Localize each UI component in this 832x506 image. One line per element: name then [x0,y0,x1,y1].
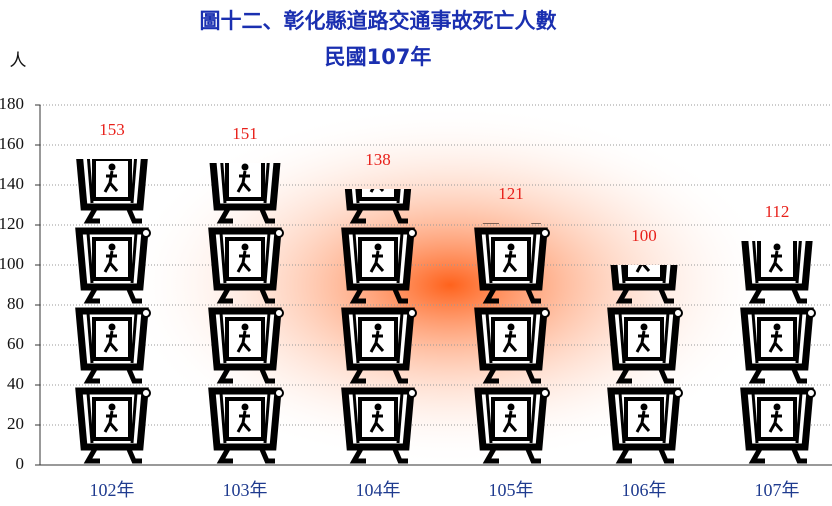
value-label: 100 [631,226,657,245]
y-axis-label: 人 [10,51,27,70]
x-tick-label: 103年 [223,480,268,500]
y-tick-label: 160 [0,134,24,153]
y-tick-label: 140 [0,174,24,193]
y-tick-label: 80 [7,294,24,313]
bar [471,223,551,465]
x-tick-label: 102年 [90,480,135,500]
x-tick-label: 107年 [755,480,800,500]
y-tick-label: 40 [7,374,24,393]
y-tick-label: 60 [7,334,24,353]
bar [72,159,152,465]
y-tick-label: 0 [16,454,25,473]
bar [338,189,418,465]
chart-title: 圖十二、彰化縣道路交通事故死亡人數 [200,9,557,33]
value-label: 112 [765,202,790,221]
y-tick-label: 100 [0,254,24,273]
value-label: 138 [365,150,391,169]
y-tick-label: 120 [0,214,24,233]
y-tick-label: 180 [0,94,24,113]
background-glow [40,100,832,470]
value-label: 121 [498,184,524,203]
bar [737,241,817,465]
bar [604,265,684,465]
bar [205,163,285,465]
x-tick-label: 106年 [622,480,667,500]
chart-subtitle: 民國107年 [325,45,432,69]
x-tick-label: 104年 [356,480,401,500]
x-tick-label: 105年 [489,480,534,500]
y-tick-label: 20 [7,414,24,433]
value-label: 151 [232,124,258,143]
value-label: 153 [99,120,125,139]
